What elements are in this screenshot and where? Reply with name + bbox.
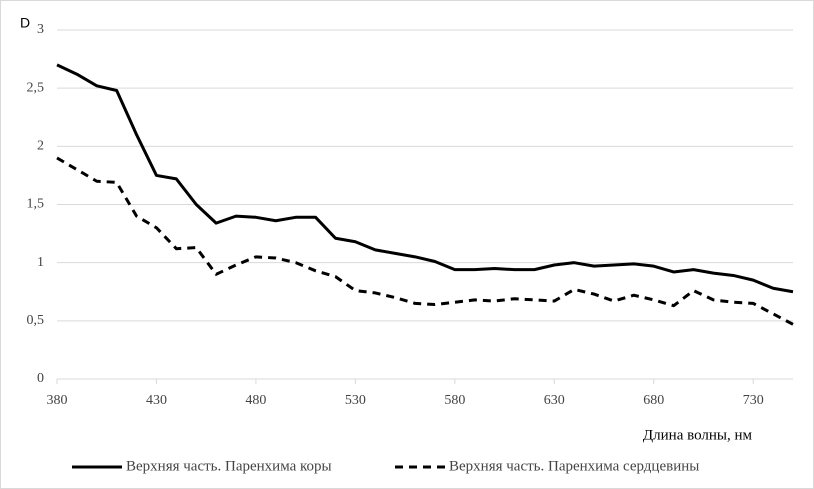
data-line — [56, 156, 794, 326]
y-tick-label: 2 — [37, 139, 44, 154]
x-tick-label: 380 — [47, 393, 68, 408]
legend-label: Верхняя часть. Паренхима коры — [126, 458, 332, 474]
x-tick-label: 580 — [444, 393, 465, 408]
data-line — [56, 63, 794, 294]
x-tick-label: 630 — [544, 393, 565, 408]
y-tick-label: 2,5 — [27, 80, 45, 95]
x-tick-label: 530 — [345, 393, 366, 408]
x-tick-label: 730 — [743, 393, 764, 408]
y-tick-label: 1,5 — [27, 197, 45, 212]
y-tick-label: 3 — [37, 22, 44, 37]
x-tick-label: 680 — [643, 393, 664, 408]
y-axis-label: D — [20, 15, 30, 31]
legend-label: Верхняя часть. Паренхима сердцевины — [449, 458, 699, 474]
y-tick-label: 0,5 — [27, 313, 45, 328]
x-tick-label: 480 — [245, 393, 266, 408]
x-tick-label: 430 — [146, 393, 167, 408]
x-axis-label: Длина волны, нм — [643, 427, 753, 443]
y-tick-label: 0 — [37, 371, 44, 386]
y-tick-label: 1 — [37, 255, 44, 270]
